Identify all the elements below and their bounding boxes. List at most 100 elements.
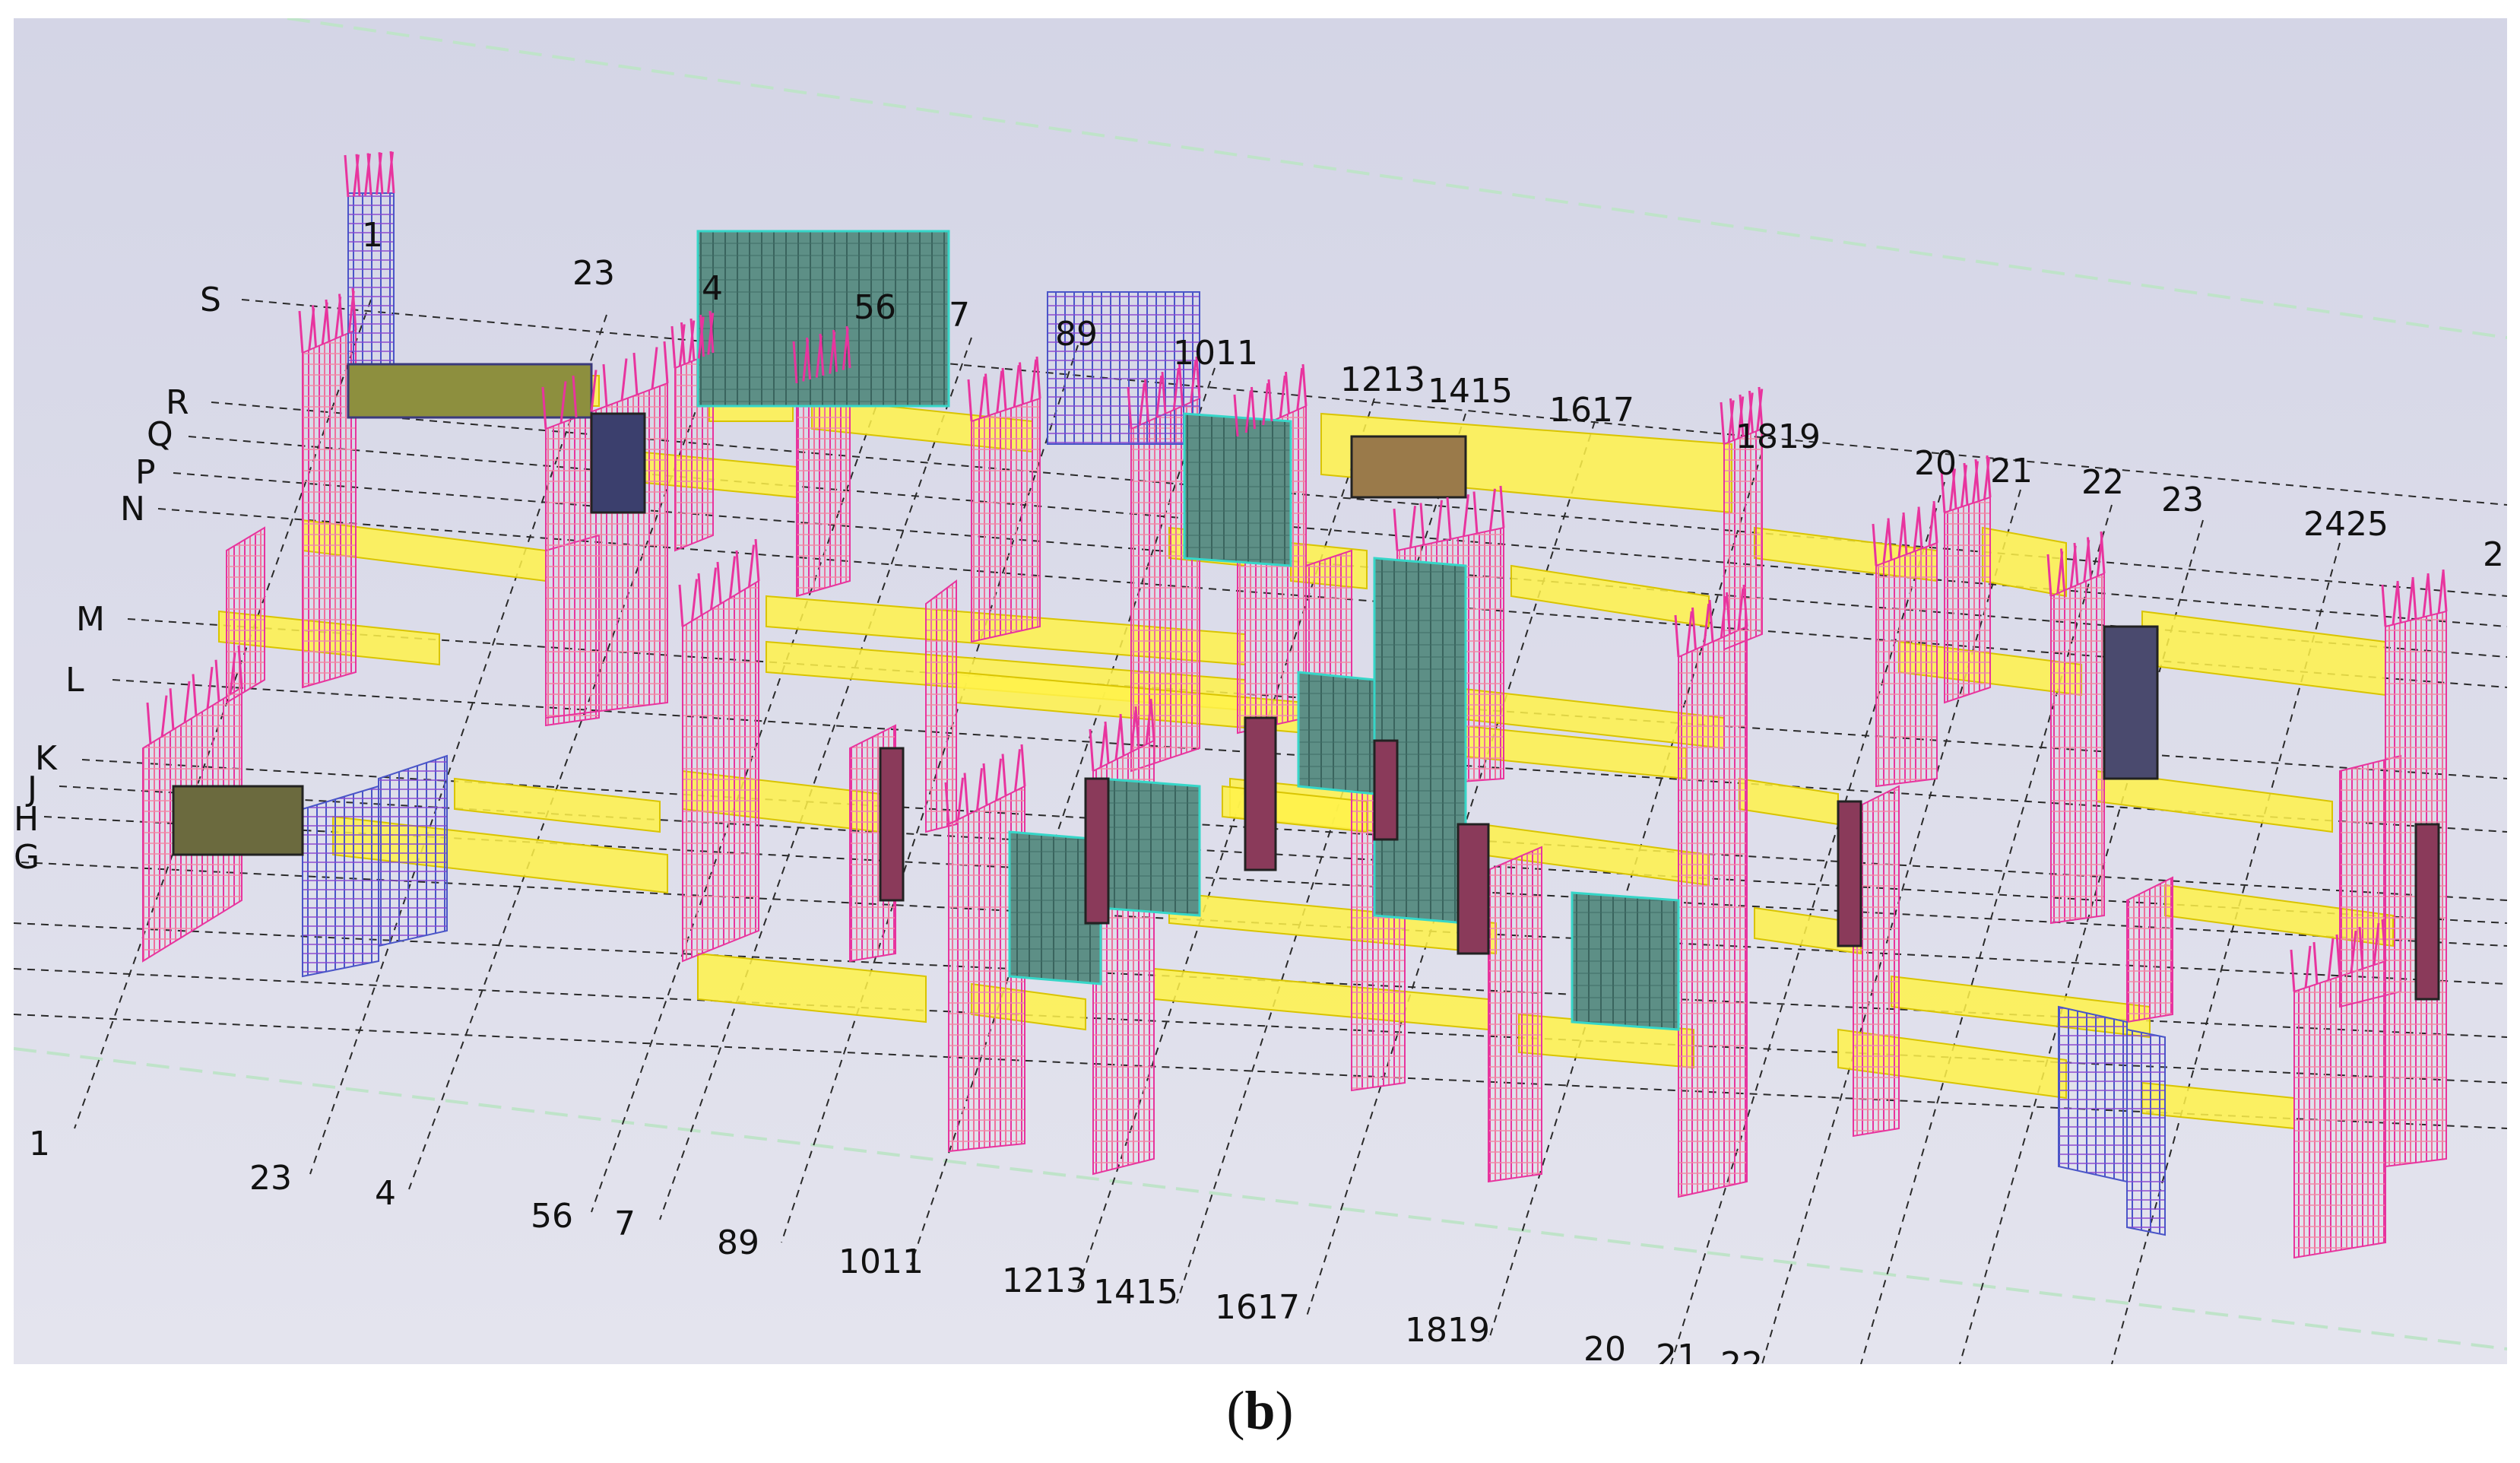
rebar-wall[interactable] <box>925 579 957 833</box>
rebar-spike <box>2381 584 2387 627</box>
embedded-plate[interactable] <box>2103 625 2159 780</box>
rebar-spike <box>1872 523 1878 566</box>
rebar-column[interactable] <box>347 192 395 376</box>
column-label: 56 <box>854 288 896 327</box>
rebar-spike <box>192 674 198 716</box>
rebar-spike <box>1674 614 1680 658</box>
embedded-plate[interactable] <box>1837 800 1862 947</box>
rebar-wall[interactable] <box>948 785 1025 1153</box>
rebar-spike <box>2046 554 2052 597</box>
embedded-plate[interactable] <box>1373 739 1399 841</box>
rebar-wall[interactable] <box>1678 625 1748 1198</box>
wall-panels <box>696 230 1680 1031</box>
rebar-wall[interactable] <box>2058 1005 2128 1183</box>
wall-panel[interactable] <box>1183 412 1292 567</box>
embedded-plate[interactable] <box>590 412 646 514</box>
rebar-spike <box>697 573 703 616</box>
rebar-spike <box>680 322 686 365</box>
rebar-spike <box>1013 365 1020 408</box>
wall-panel[interactable] <box>696 230 950 408</box>
rebar-spike <box>670 325 677 369</box>
rebar-spike <box>663 341 669 384</box>
column-label: 7 <box>949 296 970 335</box>
row-label: N <box>120 490 145 528</box>
rebar-spike <box>1099 725 1107 768</box>
rebar-spike <box>2442 569 2448 612</box>
rebar-spike <box>1974 459 1980 502</box>
wall-panel[interactable] <box>1008 830 1102 985</box>
embedded-plate[interactable] <box>172 785 304 856</box>
rebar-spike <box>1250 386 1256 430</box>
rebar-wall[interactable] <box>1853 785 1900 1138</box>
wall-panel[interactable] <box>1297 671 1376 795</box>
wall-panel[interactable] <box>1571 891 1680 1031</box>
embedded-plate[interactable] <box>1457 823 1490 955</box>
beam[interactable] <box>697 952 927 1023</box>
rebar-wall[interactable] <box>2126 876 2173 1023</box>
rebar-spike <box>699 314 705 357</box>
rebar-spike <box>338 294 344 336</box>
rebar-wall[interactable] <box>302 785 379 978</box>
rebar-spike <box>2335 934 2341 977</box>
beam[interactable] <box>1510 564 1710 628</box>
rebar-wall[interactable] <box>226 526 265 704</box>
embedded-plate[interactable] <box>1244 716 1277 871</box>
rebar-wall[interactable] <box>2126 1028 2166 1236</box>
rebar-spike <box>1940 470 1946 513</box>
rebar-wall[interactable] <box>302 328 357 689</box>
rebar-spike <box>1691 607 1697 650</box>
rebar-spike <box>1119 713 1125 757</box>
column-label: 89 <box>717 1223 759 1262</box>
column-label: 20 <box>1914 444 1957 483</box>
column-label: 56 <box>531 1197 573 1236</box>
model-viewport[interactable]: S R Q P N M L K J H G 1 23 4 56 7 89 101… <box>13 17 2508 1384</box>
rebar-mesh-panel[interactable] <box>1047 291 1200 445</box>
rebar-spike <box>1720 401 1726 445</box>
rebar-wall[interactable] <box>378 754 448 947</box>
rebar-wall[interactable] <box>2050 572 2105 925</box>
figure-caption: (b) <box>0 1369 2520 1452</box>
rebar-spike <box>1897 515 1905 557</box>
rebar-spike <box>602 363 608 407</box>
rebar-spike <box>1419 503 1425 545</box>
embedded-plate[interactable] <box>2414 823 2440 1001</box>
rebar-spike <box>298 310 304 354</box>
rebar-spike <box>1233 394 1239 437</box>
rebar-spike <box>2392 582 2399 625</box>
rebar-wall[interactable] <box>1875 541 1938 788</box>
rebar-spike <box>1913 509 1920 552</box>
column-label: 1011 <box>1173 334 1258 373</box>
rebar-spike <box>1161 371 1167 414</box>
embedded-plate[interactable] <box>1084 777 1110 925</box>
rebar-spike <box>2373 922 2380 966</box>
rebar-wall[interactable] <box>1488 846 1542 1183</box>
row-label: G <box>14 838 40 877</box>
rebar-spike <box>632 352 639 395</box>
rebar-wall[interactable] <box>971 397 1041 643</box>
rebar-spike <box>1301 363 1308 407</box>
column-label: 23 <box>249 1159 292 1198</box>
rebar-spike <box>1758 386 1764 430</box>
rebar-wall[interactable] <box>1944 496 1991 704</box>
column-label: 1 <box>362 216 383 255</box>
wall-panel[interactable] <box>1099 777 1201 917</box>
beam[interactable] <box>454 777 661 833</box>
rebar-spike <box>2312 941 2319 985</box>
rebar-spike <box>344 154 350 198</box>
rebar-spike <box>1145 702 1152 745</box>
rebar-spike <box>1499 485 1505 528</box>
rebar-wall[interactable] <box>682 579 759 963</box>
column-label: 23 <box>2161 481 2204 519</box>
rebar-spike <box>1001 367 1007 411</box>
rebar-spike <box>1963 462 1969 506</box>
embedded-plate[interactable] <box>1350 435 1467 499</box>
embedded-plate[interactable] <box>879 747 905 902</box>
rebar-spike <box>1463 494 1469 537</box>
embedded-plate[interactable] <box>347 363 593 419</box>
rebar-spike <box>1928 503 1935 546</box>
row-label: R <box>166 383 189 422</box>
rebar-spike <box>206 666 214 709</box>
rebar-spike <box>1489 488 1496 531</box>
rebar-spike <box>944 782 950 825</box>
rebar-wall[interactable] <box>1723 427 1763 651</box>
